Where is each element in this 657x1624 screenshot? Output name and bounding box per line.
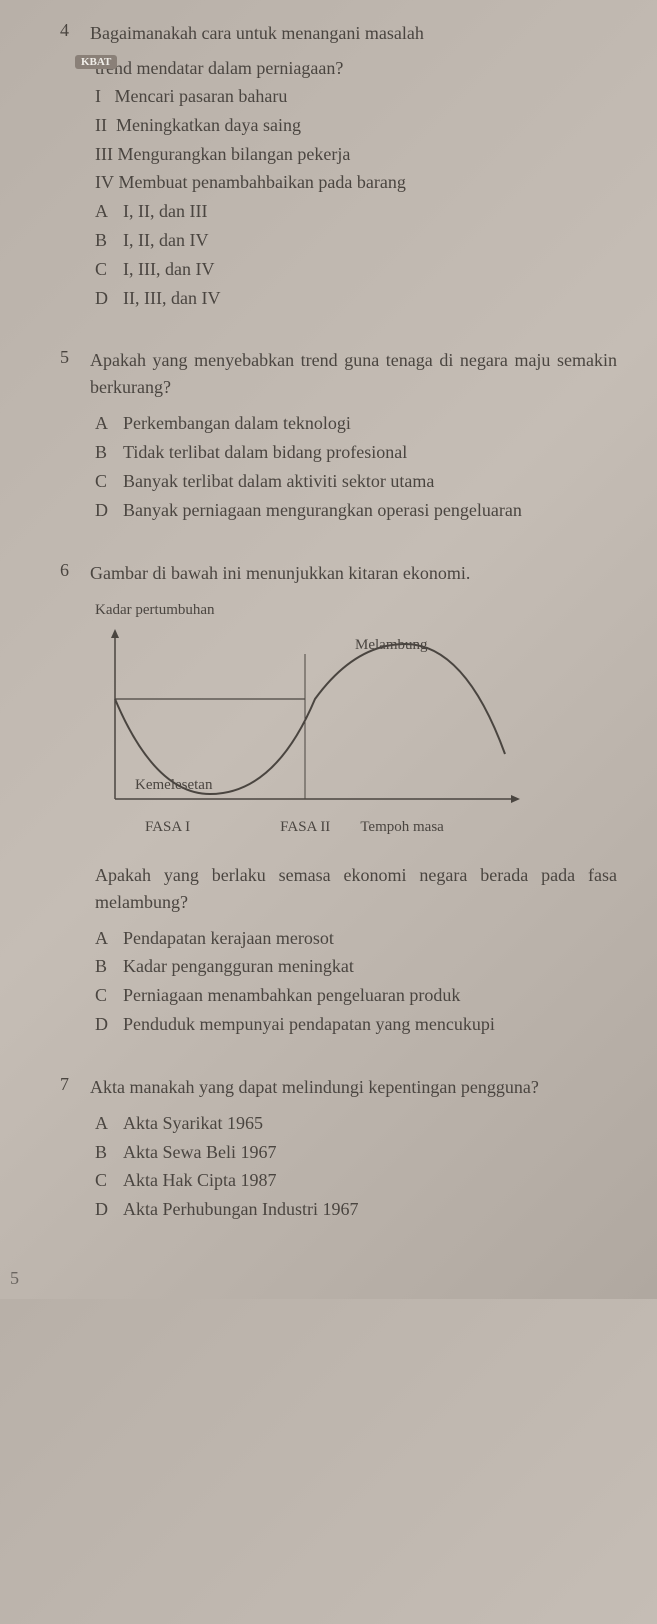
option: B Kadar pengangguran meningkat xyxy=(95,952,617,981)
x-label: FASA II xyxy=(280,819,330,836)
question-5: 5 Apakah yang menyebabkan trend guna ten… xyxy=(60,347,617,524)
question-text-line2: trend mendatar dalam perniagaan? xyxy=(60,55,617,82)
question-4: 4 Bagaimanakah cara untuk menangani masa… xyxy=(60,20,617,312)
option: C Perniagaan menambahkan pengeluaran pro… xyxy=(95,981,617,1010)
page-number: 5 xyxy=(10,1268,19,1289)
option: D II, III, dan IV xyxy=(95,284,617,313)
question-text: Apakah yang menyebabkan trend guna tenag… xyxy=(90,347,617,401)
option: D Banyak perniagaan mengurangkan operasi… xyxy=(95,496,617,525)
roman-item: IV Membuat penambahbaikan pada barang xyxy=(95,168,617,197)
peak-label: Melambung xyxy=(355,637,428,653)
question-text: Bagaimanakah cara untuk menangani masala… xyxy=(90,20,617,47)
question-number: 6 xyxy=(60,560,80,581)
sub-question-text: Apakah yang berlaku semasa ekonomi negar… xyxy=(95,862,617,916)
option: D Akta Perhubungan Industri 1967 xyxy=(95,1195,617,1224)
question-6: 6 Gambar di bawah ini menunjukkan kitara… xyxy=(60,560,617,1039)
question-header: 7 Akta manakah yang dapat melindungi kep… xyxy=(60,1074,617,1101)
roman-item: III Mengurangkan bilangan pekerja xyxy=(95,140,617,169)
option: B Tidak terlibat dalam bidang profesiona… xyxy=(95,438,617,467)
roman-item: I Mencari pasaran baharu xyxy=(95,82,617,111)
question-header: 6 Gambar di bawah ini menunjukkan kitara… xyxy=(60,560,617,587)
x-label: Tempoh masa xyxy=(360,819,444,836)
economic-cycle-chart: Kadar pertumbuhan Melambung Kemelesetan … xyxy=(95,602,545,842)
option: B I, II, dan IV xyxy=(95,226,617,255)
question-number: 5 xyxy=(60,347,80,368)
chart-y-label: Kadar pertumbuhan xyxy=(95,602,545,619)
question-number: 4 xyxy=(60,20,80,41)
question-7: 7 Akta manakah yang dapat melindungi kep… xyxy=(60,1074,617,1224)
option: A Perkembangan dalam teknologi xyxy=(95,409,617,438)
option: B Akta Sewa Beli 1967 xyxy=(95,1138,617,1167)
x-label: FASA I xyxy=(145,819,190,836)
sub-question: Apakah yang berlaku semasa ekonomi negar… xyxy=(60,862,617,1039)
question-header: 4 Bagaimanakah cara untuk menangani masa… xyxy=(60,20,617,47)
x-axis-labels: FASA I FASA II Tempoh masa xyxy=(95,819,545,836)
option: D Penduduk mempunyai pendapatan yang men… xyxy=(95,1010,617,1039)
question-number: 7 xyxy=(60,1074,80,1095)
trough-label: Kemelesetan xyxy=(135,777,213,793)
question-text: Akta manakah yang dapat melindungi kepen… xyxy=(90,1074,617,1101)
question-text: Gambar di bawah ini menunjukkan kitaran … xyxy=(90,560,617,587)
option: C Akta Hak Cipta 1987 xyxy=(95,1166,617,1195)
option: C Banyak terlibat dalam aktiviti sektor … xyxy=(95,467,617,496)
option: C I, III, dan IV xyxy=(95,255,617,284)
chart-svg: Melambung Kemelesetan xyxy=(95,624,525,814)
roman-item: II Meningkatkan daya saing xyxy=(95,111,617,140)
kbat-badge: KBAT xyxy=(75,55,117,69)
option: A I, II, dan III xyxy=(95,197,617,226)
option: A Pendapatan kerajaan merosot xyxy=(95,924,617,953)
option: A Akta Syarikat 1965 xyxy=(95,1109,617,1138)
question-header: 5 Apakah yang menyebabkan trend guna ten… xyxy=(60,347,617,401)
